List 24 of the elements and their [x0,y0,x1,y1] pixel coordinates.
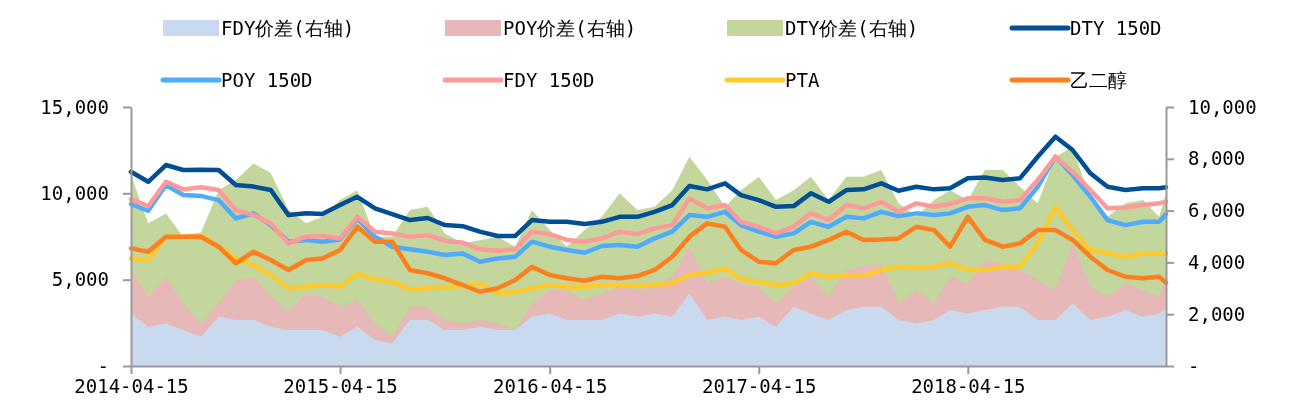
legend-label: DTY价差(右轴) [785,16,919,39]
y2-tick-label: 4,000 [1188,250,1246,273]
x-tick-label: 2016-04-15 [493,375,608,398]
x-tick-label: 2015-04-15 [283,375,398,398]
y-tick-label: 10,000 [40,181,109,204]
legend-label: FDY价差(右轴) [221,16,355,39]
y2-tick-label: 6,000 [1188,199,1246,222]
y-tick-label: 15,000 [40,95,109,118]
legend-label: POY 150D [221,68,313,91]
legend-label: 乙二醇 [1070,68,1127,91]
x-tick-label: 2018-04-15 [911,375,1026,398]
y2-tick-label: 2,000 [1188,302,1246,325]
x-tick-label: 2017-04-15 [702,375,817,398]
legend-label: FDY 150D [503,68,595,91]
line-series [128,134,1169,239]
x-tick-label: 2014-04-15 [74,375,189,398]
legend-label: POY价差(右轴) [503,16,637,39]
legend-label: PTA [785,68,820,91]
y-tick-label: - [97,354,109,377]
y-tick-label: 5,000 [51,268,109,291]
y2-tick-label: 10,000 [1188,95,1257,118]
y2-tick-label: 8,000 [1188,147,1246,170]
y2-tick-label: - [1188,354,1200,377]
legend-label: DTY 150D [1070,16,1162,39]
